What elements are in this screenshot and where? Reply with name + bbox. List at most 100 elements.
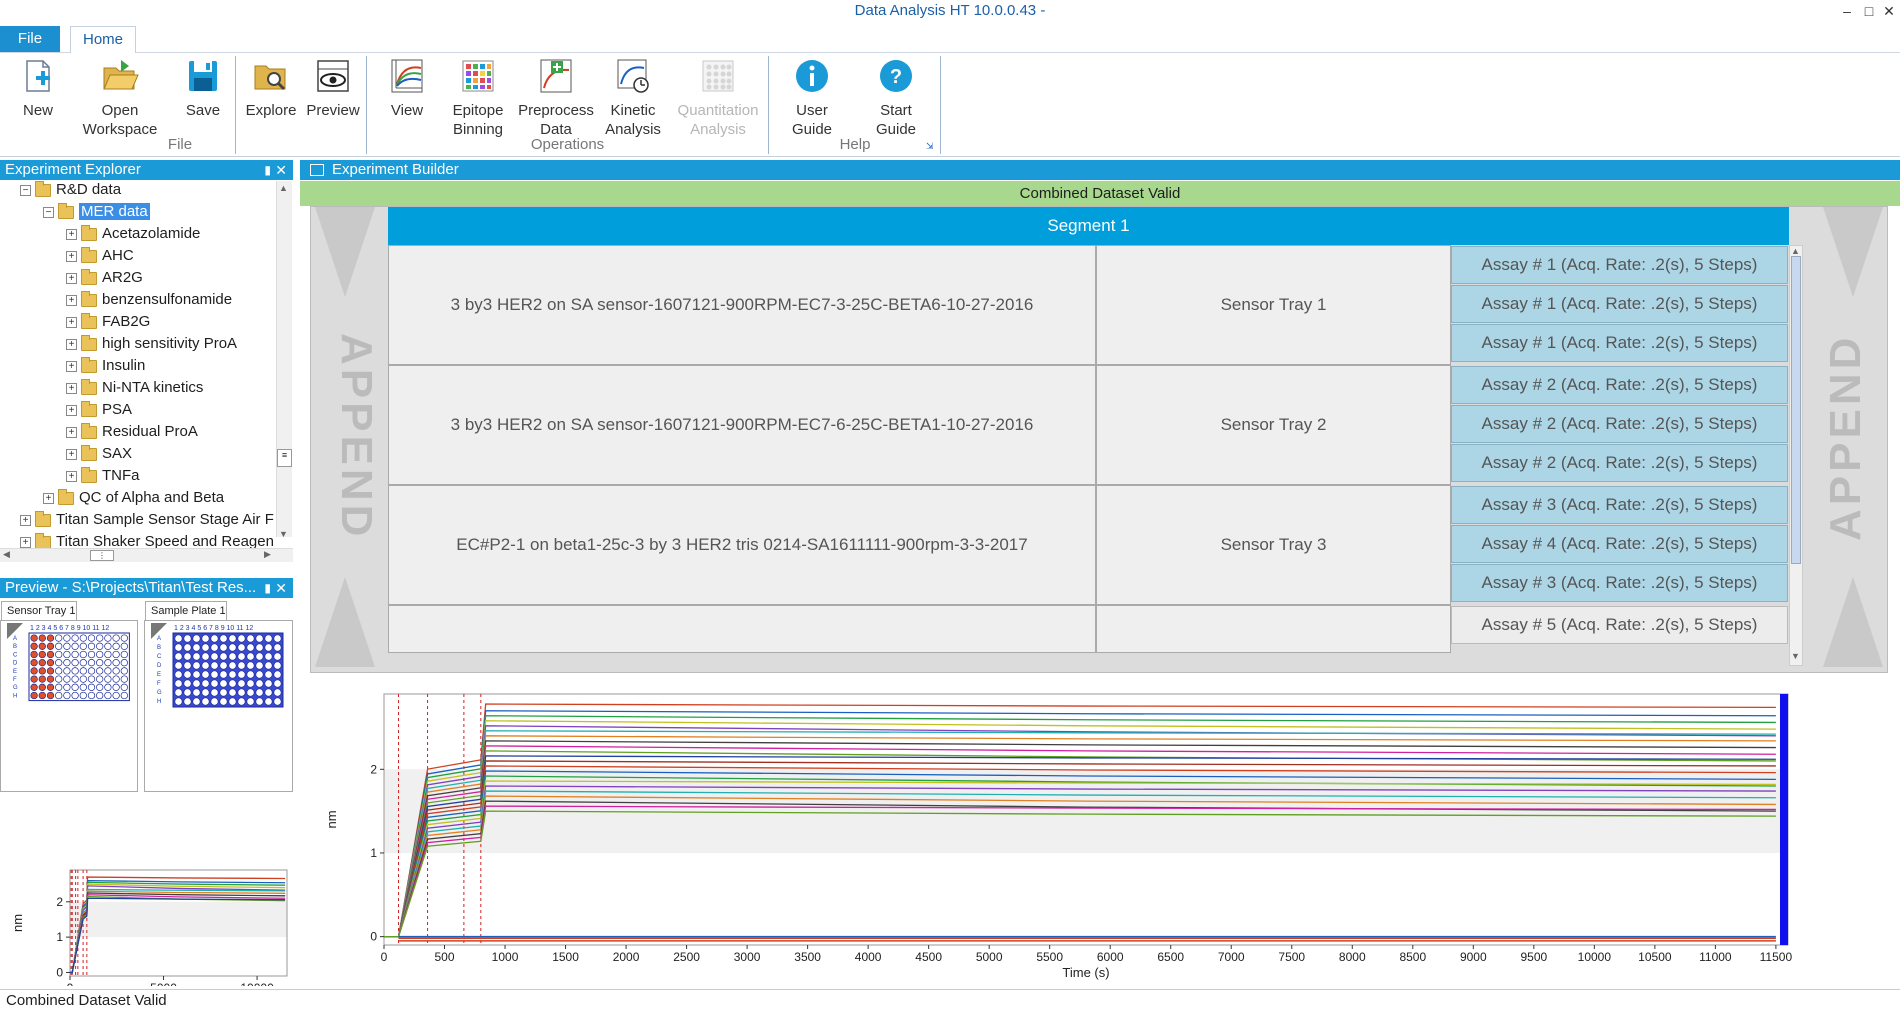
expand-toggle-icon[interactable]: + [43,492,54,504]
close-icon[interactable]: ✕ [275,580,287,596]
start-guide-button[interactable]: ? Start Guide [870,58,922,139]
tree-item[interactable]: + Ni-NTA kinetics [66,377,203,398]
tree-item[interactable]: + TNFa [66,465,140,486]
assay-cell[interactable]: Assay # 2 (Acq. Rate: .2(s), 5 Steps) [1451,444,1788,482]
expand-toggle-icon[interactable]: + [66,228,77,240]
append-right-label[interactable]: APPEND [1821,333,1870,541]
new-button[interactable]: New [15,58,61,120]
explore-button[interactable]: Explore [243,58,299,120]
tree-item[interactable]: + benzensulfonamide [66,289,232,310]
segment-header[interactable]: Segment 1 [388,207,1789,245]
folder-icon [81,466,97,483]
scroll-right-icon[interactable]: ▶ [264,549,271,559]
assay-cell[interactable]: Assay # 2 (Acq. Rate: .2(s), 5 Steps) [1451,366,1788,404]
expand-toggle-icon[interactable]: + [66,272,77,284]
sensor-tray-cell[interactable]: Sensor Tray 3 [1096,485,1451,605]
scroll-down-icon[interactable]: ▼ [279,529,288,539]
tree-item[interactable]: + Insulin [66,355,145,376]
tab-sensor-tray-1[interactable]: Sensor Tray 1 [1,601,77,621]
minimize-button[interactable]: ‒ [1843,3,1851,19]
open-workspace-button[interactable]: Open Workspace [80,58,160,139]
expand-toggle-icon[interactable]: + [66,338,77,350]
tree-item[interactable]: − R&D data [20,181,121,200]
expand-toggle-icon[interactable]: − [20,184,31,196]
expand-toggle-icon[interactable]: + [66,316,77,328]
scroll-left-icon[interactable]: ◀ [3,549,10,559]
expand-toggle-icon[interactable]: − [43,206,54,218]
tree-item[interactable]: + Titan Sample Sensor Stage Air F [20,509,274,530]
user-guide-button[interactable]: User Guide [786,58,838,139]
dialog-launcher-icon[interactable]: ⇲ [926,141,934,151]
expand-toggle-icon[interactable]: + [66,250,77,262]
preprocess-data-button[interactable]: Preprocess Data [518,58,594,139]
close-button[interactable]: ✕ [1883,3,1895,19]
expand-toggle-icon[interactable]: + [66,294,77,306]
tree-horizontal-scrollbar[interactable]: ◀ ⋮ ▶ [0,548,293,562]
quantitation-analysis-button[interactable]: Quantitation Analysis [670,58,766,139]
assay-cell[interactable]: Assay # 5 (Acq. Rate: .2(s), 5 Steps) [1451,606,1788,644]
scroll-up-icon[interactable]: ▲ [279,183,288,193]
sensor-tray-cell[interactable] [1096,605,1451,653]
assay-cell[interactable]: Assay # 4 (Acq. Rate: .2(s), 5 Steps) [1451,525,1788,563]
expand-toggle-icon[interactable]: + [66,382,77,394]
assay-cell[interactable]: Assay # 2 (Acq. Rate: .2(s), 5 Steps) [1451,405,1788,443]
maximize-button[interactable]: □ [1864,3,1874,19]
expand-toggle-icon[interactable]: + [66,404,77,416]
plate-well [120,675,128,683]
append-right-arrows[interactable] [1819,207,1887,673]
tree-item[interactable]: + Acetazolamide [66,223,200,244]
scroll-down-icon[interactable]: ▼ [1791,651,1800,661]
epitope-binning-button[interactable]: Epitope Binning [447,58,509,139]
tree-item[interactable]: + SAX [66,443,132,464]
tree-item[interactable]: + Residual ProA [66,421,198,442]
experiment-name-cell[interactable] [388,605,1096,653]
preview-button[interactable]: Preview [305,58,361,120]
tree-item[interactable]: − MER data [43,201,150,222]
assay-cell[interactable]: Assay # 1 (Acq. Rate: .2(s), 5 Steps) [1451,246,1788,284]
tree-item[interactable]: + AR2G [66,267,143,288]
tree-item[interactable]: + QC of Alpha and Beta [43,487,224,508]
expand-toggle-icon[interactable]: + [66,426,77,438]
kinetic-analysis-button[interactable]: Kinetic Analysis [602,58,664,139]
expand-toggle-icon[interactable]: + [66,470,77,482]
expand-toggle-icon[interactable]: + [66,448,77,460]
h-scroll-thumb[interactable]: ⋮ [90,550,114,561]
assay-cell[interactable]: Assay # 3 (Acq. Rate: .2(s), 5 Steps) [1451,564,1788,602]
tree-item[interactable]: + PSA [66,399,132,420]
assay-cell[interactable]: Assay # 1 (Acq. Rate: .2(s), 5 Steps) [1451,285,1788,323]
tree-item[interactable]: + AHC [66,245,134,266]
pin-icon[interactable]: ▮ [264,581,271,595]
builder-scroll-thumb[interactable] [1791,256,1801,564]
experiment-name-cell[interactable]: 3 by3 HER2 on SA sensor-1607121-900RPM-E… [388,365,1096,485]
scroll-up-icon[interactable]: ▲ [1791,246,1800,256]
sensor-tray-cell[interactable]: Sensor Tray 2 [1096,365,1451,485]
sensor-tray-cell[interactable]: Sensor Tray 1 [1096,245,1451,365]
append-left-label[interactable]: APPEND [332,333,381,541]
builder-vertical-scrollbar[interactable]: ▲ ▼ [1789,245,1803,666]
expand-toggle-icon[interactable]: + [20,536,31,548]
close-icon[interactable]: ✕ [275,162,287,178]
expand-toggle-icon[interactable]: + [66,360,77,372]
assay-cell[interactable]: Assay # 3 (Acq. Rate: .2(s), 5 Steps) [1451,486,1788,524]
scroll-thumb[interactable]: ≡ [277,449,292,467]
pin-icon[interactable]: ▮ [264,163,271,177]
tab-file[interactable]: File [0,26,60,52]
experiment-name-cell[interactable]: 3 by3 HER2 on SA sensor-1607121-900RPM-E… [388,245,1096,365]
preview-panel-header: Preview - S:\Projects\Titan\Test Res... … [0,578,293,598]
time-cursor-handle[interactable] [1780,694,1788,945]
tab-sample-plate-1[interactable]: Sample Plate 1 [145,601,227,621]
tree-vertical-scrollbar[interactable]: ▲ ≡ ▼ [276,181,292,539]
tree-item[interactable]: + FAB2G [66,311,150,332]
append-left-arrows[interactable] [311,207,379,673]
experiment-name-cell[interactable]: EC#P2-1 on beta1-25c-3 by 3 HER2 tris 02… [388,485,1096,605]
assay-cell[interactable]: Assay # 1 (Acq. Rate: .2(s), 5 Steps) [1451,324,1788,362]
tree-item[interactable]: + Titan Shaker Speed and Reagen [20,531,274,552]
plate-row-label: G [13,685,18,691]
tree-item[interactable]: + high sensitivity ProA [66,333,237,354]
expand-toggle-icon[interactable]: + [20,514,31,526]
view-button[interactable]: View [385,58,429,120]
save-button[interactable]: Save [180,58,226,120]
tab-home[interactable]: Home [70,26,136,54]
